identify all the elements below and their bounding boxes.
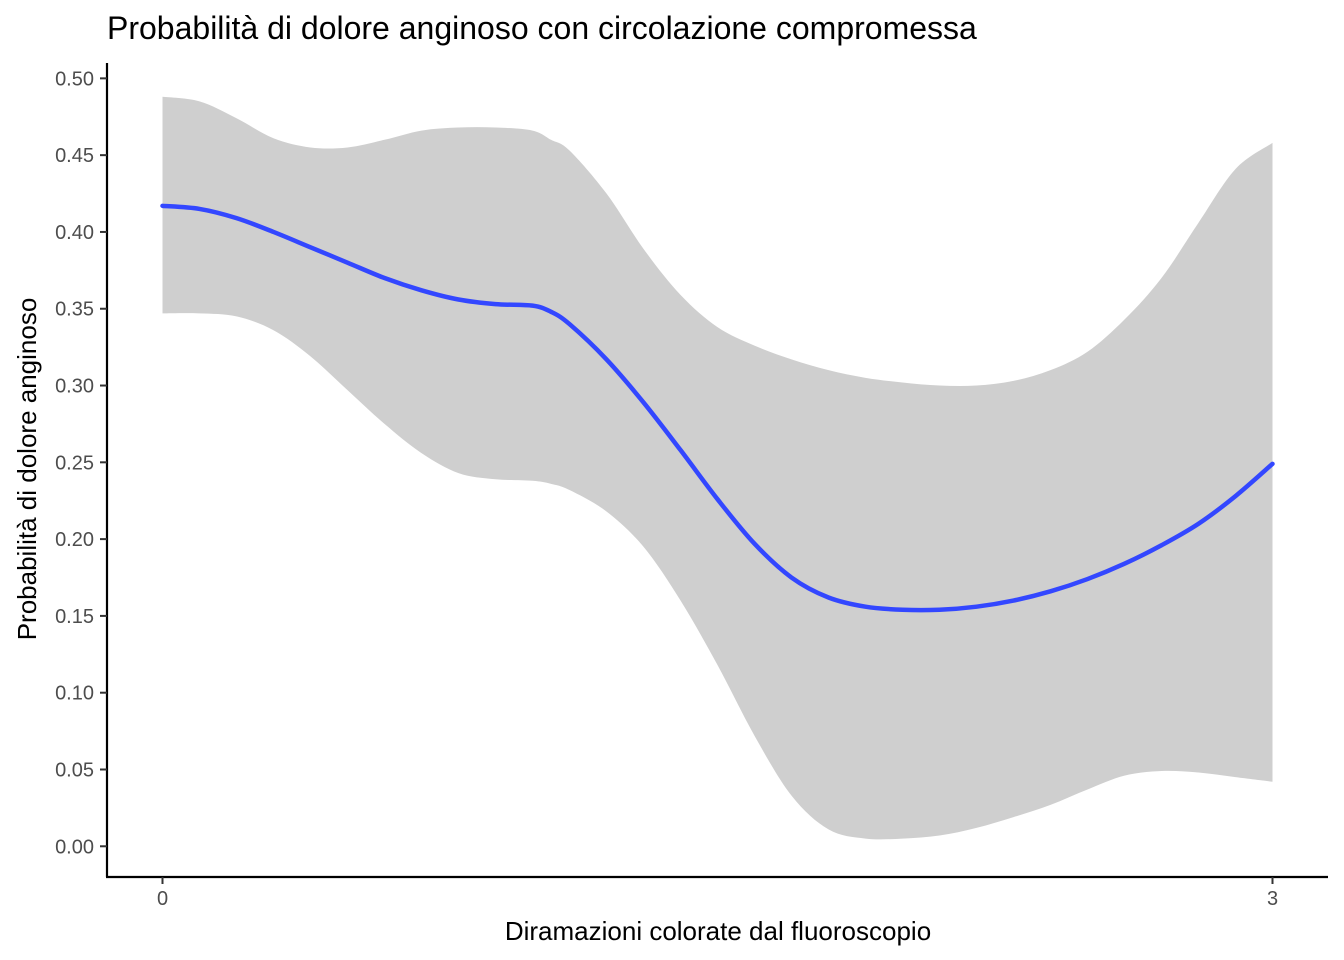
y-tick-label: 0.40 bbox=[55, 222, 94, 244]
y-tick-label: 0.50 bbox=[55, 68, 94, 90]
x-tick-label: 0 bbox=[157, 888, 168, 910]
x-axis-title: Diramazioni colorate dal fluoroscopio bbox=[505, 916, 931, 946]
confidence-band bbox=[162, 96, 1273, 840]
y-tick-label: 0.20 bbox=[55, 529, 94, 551]
y-tick-label: 0.05 bbox=[55, 759, 94, 781]
y-axis-ticks: 0.00 0.05 0.10 0.15 0.20 0.25 0.30 0.35 0.40 0.45… bbox=[55, 68, 107, 858]
y-tick-label: 0.45 bbox=[55, 145, 94, 167]
chart-title: Probabilità di dolore anginoso con circo… bbox=[107, 10, 977, 46]
y-tick-label: 0.15 bbox=[55, 606, 94, 628]
plot-area bbox=[160, 96, 1275, 840]
y-axis-title: Probabilità di dolore anginoso bbox=[12, 298, 42, 641]
x-tick-label: 3 bbox=[1267, 888, 1278, 910]
y-tick-label: 0.25 bbox=[55, 452, 94, 474]
y-tick-label: 0.00 bbox=[55, 836, 94, 858]
y-tick-label: 0.30 bbox=[55, 376, 94, 398]
y-tick-label: 0.10 bbox=[55, 683, 94, 705]
y-tick-label: 0.35 bbox=[55, 299, 94, 321]
fitted-line bbox=[160, 203, 1275, 613]
